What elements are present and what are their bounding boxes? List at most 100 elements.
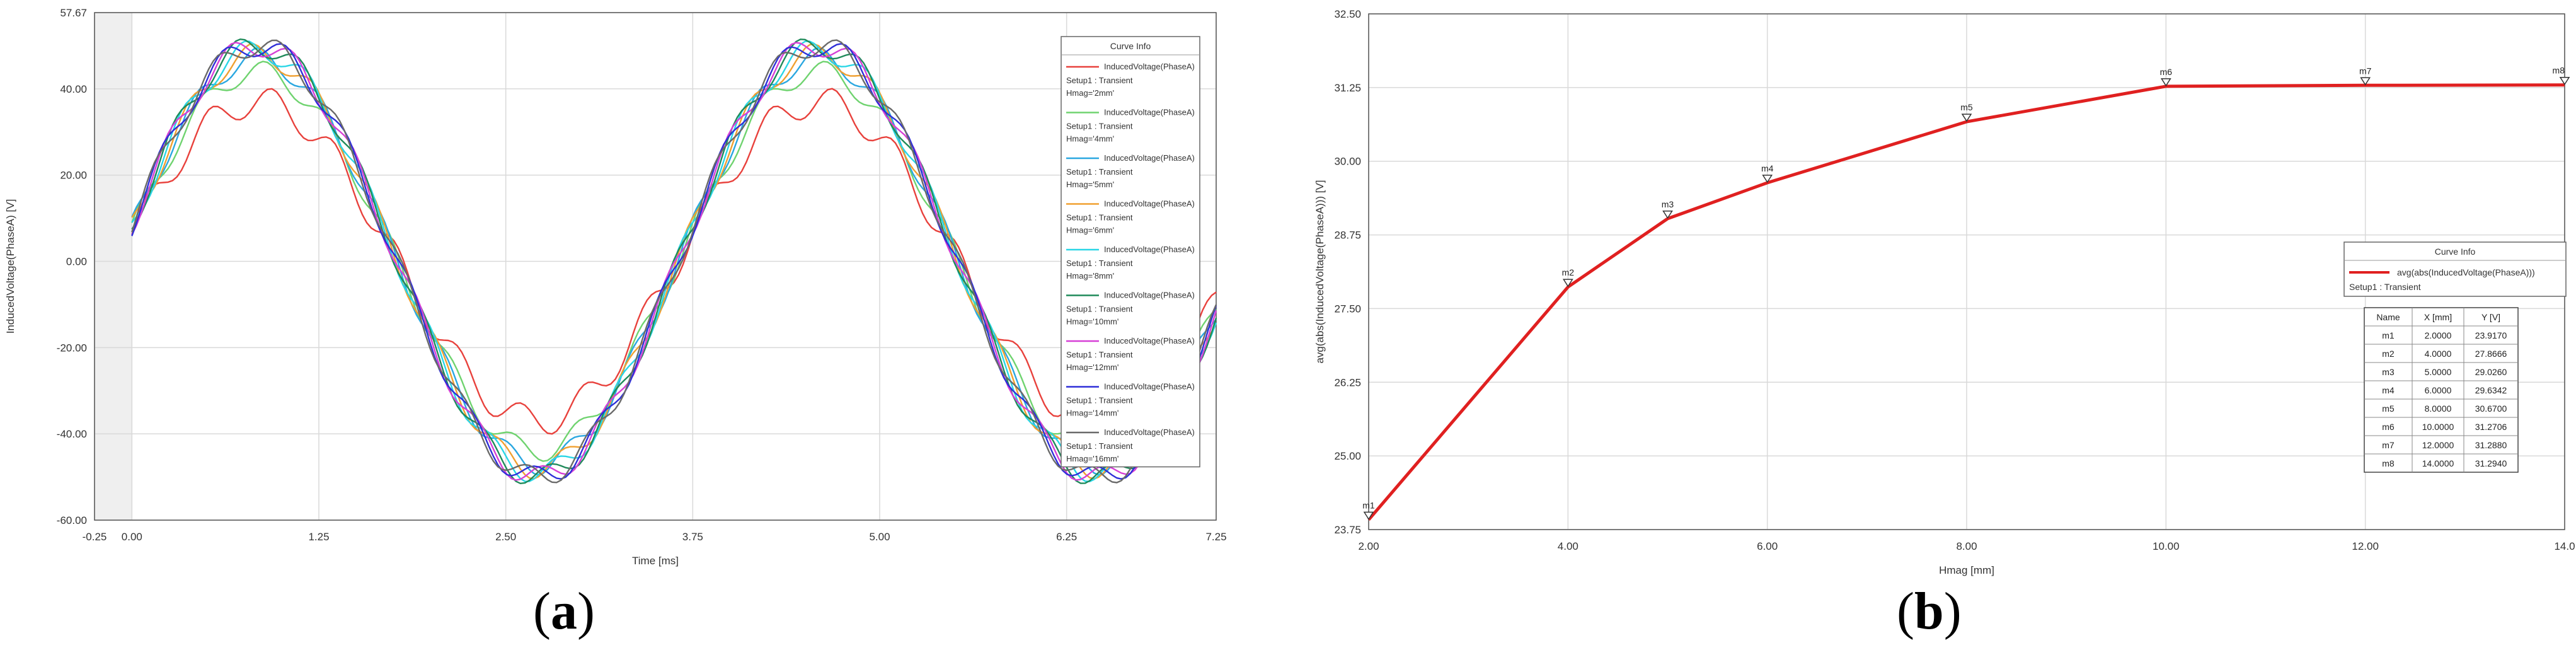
marker-label-m3: m3 <box>1662 199 1674 209</box>
marker-table-cell-1-2: 23.9170 <box>2475 330 2507 340</box>
series-line-6 <box>131 38 1217 485</box>
legend-name-1: avg(abs(InducedVoltage(PhaseA))) <box>2397 267 2535 277</box>
plot-frame <box>94 12 1217 521</box>
legend-param-9: Hmag='16mm' <box>1066 454 1118 463</box>
y-tick-label-6: 25.00 <box>1334 450 1361 462</box>
x-tick-label-1: 0.00 <box>122 531 142 543</box>
marker-table-header-0-0: Name <box>2376 312 2400 322</box>
y-tick-label-0: 32.50 <box>1334 8 1361 20</box>
y-tick-label-3: 28.75 <box>1334 229 1361 241</box>
marker-table-cell-5-1: 8.0000 <box>2425 403 2452 414</box>
y-tick-label-7: 23.75 <box>1334 524 1361 536</box>
marker-table-cell-8-0: m8 <box>2382 458 2395 468</box>
chart-a-svg: -0.25 0.00 1.25 2.50 3.75 5.00 6.25 7.25 57.67 40… <box>4 7 1227 567</box>
marker-table-cell-4-1: 6.0000 <box>2425 385 2452 395</box>
legend-setup-4: Setup1 : Transient <box>1066 213 1133 223</box>
marker-table-cell-8-2: 31.2940 <box>2475 458 2507 468</box>
y-tick-label-1: 31.25 <box>1334 82 1361 94</box>
legend-name-8: InducedVoltage(PhaseA) <box>1104 382 1195 392</box>
legend-name-2: InducedVoltage(PhaseA) <box>1104 108 1195 117</box>
legend-name-7: InducedVoltage(PhaseA) <box>1104 336 1195 345</box>
legend-name-4: InducedVoltage(PhaseA) <box>1104 199 1195 209</box>
marker-label-m4: m4 <box>1761 163 1774 173</box>
caption-a-letter: a <box>550 582 577 641</box>
marker-m2 <box>1562 279 1573 287</box>
series-line-9 <box>131 39 1217 484</box>
chart-panel-a: -0.25 0.00 1.25 2.50 3.75 5.00 6.25 7.25 57.67 40… <box>0 0 1235 647</box>
x-tick-label-2: 6.00 <box>1757 540 1778 552</box>
legend-param-8: Hmag='14mm' <box>1066 409 1118 418</box>
legend-name-1: InducedVoltage(PhaseA) <box>1104 62 1195 71</box>
legend: Curve Info avg(abs(InducedVoltage(PhaseA)… <box>2343 241 2567 297</box>
legend-name-9: InducedVoltage(PhaseA) <box>1104 427 1195 437</box>
caption-a: (a) <box>533 582 595 641</box>
legend-title: Curve Info <box>1110 41 1151 51</box>
y-tick-label-2: 20.00 <box>60 170 87 182</box>
y-tick-label-1: 40.00 <box>60 83 87 95</box>
legend-param-6: Hmag='10mm' <box>1066 317 1118 327</box>
marker-label-m1: m1 <box>1362 500 1375 510</box>
marker-label-m7: m7 <box>2359 66 2372 76</box>
marker-label-m8: m8 <box>2553 66 2565 76</box>
marker-m7 <box>2360 77 2371 86</box>
marker-m3 <box>1662 211 1673 219</box>
marker-table-cell-7-0: m7 <box>2382 440 2395 450</box>
marker-m6 <box>2160 78 2171 87</box>
legend-title: Curve Info <box>2435 247 2476 257</box>
marker-table-cell-3-2: 29.0260 <box>2475 367 2507 377</box>
marker-m4 <box>1762 175 1773 183</box>
legend-name-3: InducedVoltage(PhaseA) <box>1104 153 1195 163</box>
x-tick-label-2: 1.25 <box>308 531 329 543</box>
marker-table-cell-2-2: 27.8666 <box>2475 349 2507 359</box>
chart-b-svg: 2.00 4.00 6.00 8.00 10.00 12.00 14.0 32.50 31.25… <box>1314 8 2575 576</box>
x-tick-label-7: 7.25 <box>1205 531 1226 543</box>
legend-box <box>2343 241 2567 297</box>
legend-param-7: Hmag='12mm' <box>1066 363 1118 372</box>
x-tick-label-0: -0.25 <box>83 531 107 543</box>
marker-table-cell-6-1: 10.0000 <box>2422 422 2454 432</box>
negative-time-region <box>95 13 132 520</box>
marker-table-cell-1-1: 2.0000 <box>2425 330 2452 340</box>
x-tick-label-5: 5.00 <box>869 531 890 543</box>
marker-table-cell-2-1: 4.0000 <box>2425 349 2452 359</box>
legend: Curve Info InducedVoltage(PhaseA) Setup1 :… <box>1061 36 1200 468</box>
marker-table-cell-6-2: 31.2706 <box>2475 422 2507 432</box>
marker-table-cell-7-2: 31.2880 <box>2475 440 2507 450</box>
x-tick-label-3: 8.00 <box>1956 540 1977 552</box>
marker-table-cell-2-0: m2 <box>2382 349 2395 359</box>
x-tick-label-3: 2.50 <box>495 531 516 543</box>
marker-table-cell-4-0: m4 <box>2382 385 2395 395</box>
marker-table-cell-4-2: 29.6342 <box>2475 385 2507 395</box>
marker-table-frame <box>2364 307 2519 473</box>
marker-table-cell-8-1: 14.0000 <box>2422 458 2454 468</box>
marker-m1 <box>1363 511 1374 520</box>
y-tick-label-0: 57.67 <box>60 7 87 19</box>
legend-setup-1: Setup1 : Transient <box>1066 76 1133 85</box>
series-line-1 <box>131 88 1217 435</box>
legend-setup-7: Setup1 : Transient <box>1066 350 1133 359</box>
x-tick-label-6: 14.0 <box>2554 540 2575 552</box>
y-tick-label-4: 27.50 <box>1334 303 1361 315</box>
y-tick-label-6: -60.00 <box>57 514 87 526</box>
marker-table-cell-6-0: m6 <box>2382 422 2395 432</box>
y-tick-label-5: -40.00 <box>57 428 87 440</box>
marker-table-cell-7-1: 12.0000 <box>2422 440 2454 450</box>
x-axis-label: Hmag [mm] <box>1939 564 1994 576</box>
marker-table-cell-5-0: m5 <box>2382 403 2395 414</box>
x-tick-label-1: 4.00 <box>1558 540 1578 552</box>
series-line-1 <box>1367 83 2565 521</box>
legend-param-4: Hmag='6mm' <box>1066 226 1114 235</box>
marker-label-m6: m6 <box>2160 67 2173 77</box>
x-tick-label-4: 3.75 <box>682 531 703 543</box>
marker-table-header-0-2: Y [V] <box>2481 312 2500 322</box>
legend-setup-1: Setup1 : Transient <box>2349 282 2421 292</box>
marker-label-m2: m2 <box>1562 267 1575 277</box>
caption-b-letter: b <box>1914 582 1944 641</box>
legend-name-6: InducedVoltage(PhaseA) <box>1104 291 1195 300</box>
marker-table-cell-1-0: m1 <box>2382 330 2395 340</box>
legend-param-3: Hmag='5mm' <box>1066 180 1114 189</box>
caption-b: (b) <box>1897 582 1962 641</box>
marker-table-cell-3-0: m3 <box>2382 367 2395 377</box>
marker-label-m5: m5 <box>1960 102 1973 112</box>
x-tick-label-5: 12.00 <box>2352 540 2379 552</box>
